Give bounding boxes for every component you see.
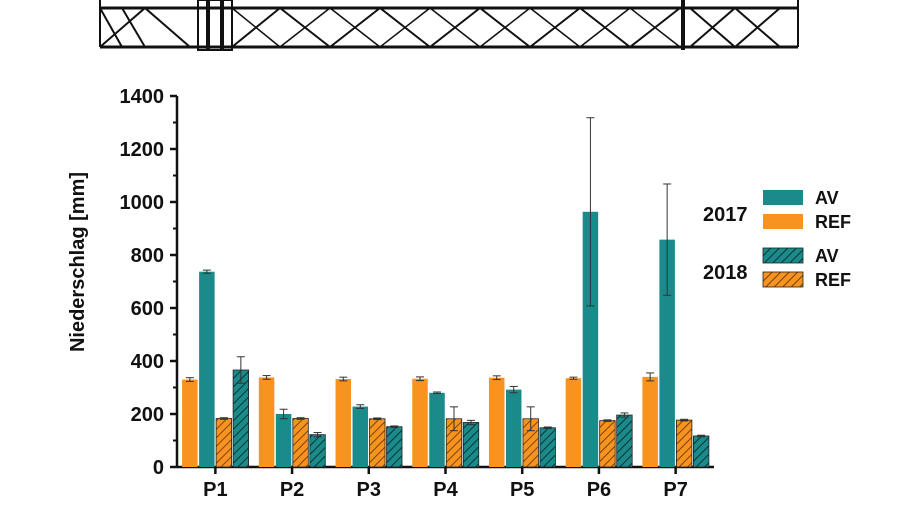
legend-year-label: 2017 (703, 204, 748, 226)
x-tick-label: P4 (433, 479, 458, 501)
x-tick-label: P7 (663, 479, 687, 501)
bar-p1-ref-2018 (215, 418, 233, 468)
axes (175, 96, 714, 469)
legend-entry-label: REF (815, 270, 851, 290)
x-tick-label: P3 (357, 479, 381, 501)
bar-p2-ref-2018 (292, 418, 309, 468)
error-bars (185, 117, 706, 438)
legend-swatch (762, 271, 804, 288)
legend-swatch (762, 247, 804, 264)
bars (182, 211, 710, 468)
legend-swatch (763, 214, 803, 229)
bar-p6-ref-2017 (565, 378, 582, 467)
bar-p2-ref-2017 (258, 377, 275, 467)
bar-p5-av-2017 (505, 389, 522, 467)
bar-p7-ref-2017 (642, 376, 658, 467)
bar-p5-ref-2017 (488, 377, 505, 467)
legend-entry-label: AV (815, 188, 839, 208)
bar-p4-av-2018 (462, 422, 480, 468)
legend-year-label: 2018 (703, 262, 748, 284)
bar-p2-av-2018 (309, 434, 326, 468)
x-ticks: P1 P2 P3 P4 P5 P6 P7 (203, 467, 688, 501)
bar-p3-av-2018 (386, 426, 403, 468)
legend-entry-label: AV (815, 246, 839, 266)
bar-p3-ref-2017 (335, 379, 352, 467)
y-ticks: 0 200 400 600 800 1000 1200 1400 (120, 86, 177, 479)
x-tick-label: P6 (587, 479, 611, 501)
x-tick-label: P2 (280, 479, 304, 501)
y-tick-label: 1200 (120, 139, 165, 161)
bar-p3-av-2017 (352, 406, 369, 467)
y-tick-label: 1000 (120, 192, 165, 214)
bar-p4-av-2017 (429, 392, 445, 467)
y-tick-label: 1400 (120, 86, 165, 108)
legend-entry-label: REF (815, 212, 851, 232)
legend: 2017 AV REF 2018 AV REF (703, 188, 851, 290)
bar-p1-av-2018 (232, 369, 250, 468)
y-tick-label: 200 (131, 404, 164, 426)
bar-p3-ref-2018 (369, 418, 386, 468)
y-tick-label: 0 (153, 457, 164, 479)
bar-p4-ref-2017 (412, 378, 428, 467)
y-axis-label: Niederschlag [mm] (67, 172, 89, 352)
x-tick-label: P5 (510, 479, 534, 501)
bar-p1-av-2017 (199, 271, 215, 467)
truss-illustration (99, 0, 799, 51)
x-tick-label: P1 (203, 479, 227, 501)
bar-p6-ref-2018 (599, 420, 616, 468)
bar-p7-ref-2018 (675, 419, 693, 468)
legend-swatch (763, 190, 803, 205)
bar-p6-av-2017 (582, 211, 599, 467)
y-tick-label: 400 (131, 351, 164, 373)
bar-p5-av-2018 (539, 427, 556, 468)
y-tick-label: 800 (131, 245, 164, 267)
bar-p7-av-2018 (692, 435, 710, 468)
bar-p2-av-2017 (275, 414, 292, 467)
bar-p7-av-2017 (659, 239, 675, 467)
bar-p6-av-2018 (616, 414, 633, 468)
bar-p1-ref-2017 (182, 379, 198, 467)
y-tick-label: 600 (131, 298, 164, 320)
